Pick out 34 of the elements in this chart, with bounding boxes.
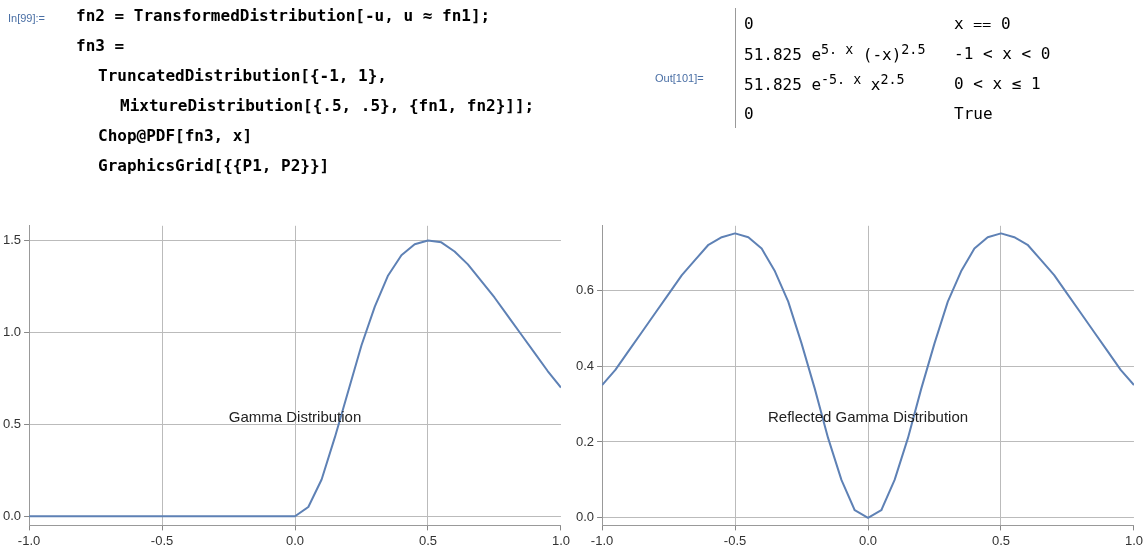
x-tick-label: 1.0 — [551, 532, 570, 548]
x-tick-label: -0.5 — [723, 532, 747, 548]
text: True — [954, 103, 993, 123]
y-tick-label: 0.6 — [575, 281, 595, 297]
text: fn2 = TransformedDistribution[-u, u ≈ fn1]; — [76, 6, 491, 25]
text: x ⩵ 0 — [954, 13, 1011, 33]
y-tick-label: 0.0 — [575, 509, 595, 525]
y-tick-label: 0.4 — [575, 357, 595, 373]
x-tick-label: -1.0 — [590, 532, 614, 548]
x-tick-label: 0.5 — [991, 532, 1011, 548]
x-tick-label: 0.0 — [285, 532, 305, 548]
y-tick-label: 0.2 — [575, 433, 595, 449]
x-tick-label: -1.0 — [17, 532, 41, 548]
x-tick-label: -0.5 — [150, 532, 174, 548]
text: 51.825 e$^{5. x}$ (-x)$^{2.5}$ — [744, 41, 927, 65]
text: 0 — [744, 103, 755, 123]
x-tick-label: 1.0 — [1124, 532, 1143, 548]
text: 0 < x ≤ 1 — [954, 73, 1041, 93]
y-tick-label: 1.5 — [2, 232, 22, 248]
text: -1 < x < 0 — [954, 43, 1051, 63]
text: MixtureDistribution[{.5, .5}, {fn1, fn2}]]; — [120, 96, 535, 115]
text: Out[101]= — [655, 72, 704, 84]
text: 51.825 e$^{-5. x}$ x$^{2.5}$ — [744, 71, 906, 95]
x-tick-label: 0.5 — [418, 532, 438, 548]
text: Chop@PDF[fn3, x] — [98, 126, 253, 145]
y-tick-label: 1.0 — [2, 323, 22, 339]
text: TruncatedDistribution[{-1, 1}, — [98, 66, 387, 85]
x-tick-label: 0.0 — [858, 532, 878, 548]
text: In[99]:= — [8, 12, 46, 24]
y-tick-label: 0.0 — [2, 507, 22, 523]
text: fn3 = — [76, 36, 125, 55]
y-tick-label: 0.5 — [2, 415, 22, 431]
text: GraphicsGrid[{{P1, P2}}] — [98, 156, 330, 175]
text: 0 — [744, 13, 755, 33]
